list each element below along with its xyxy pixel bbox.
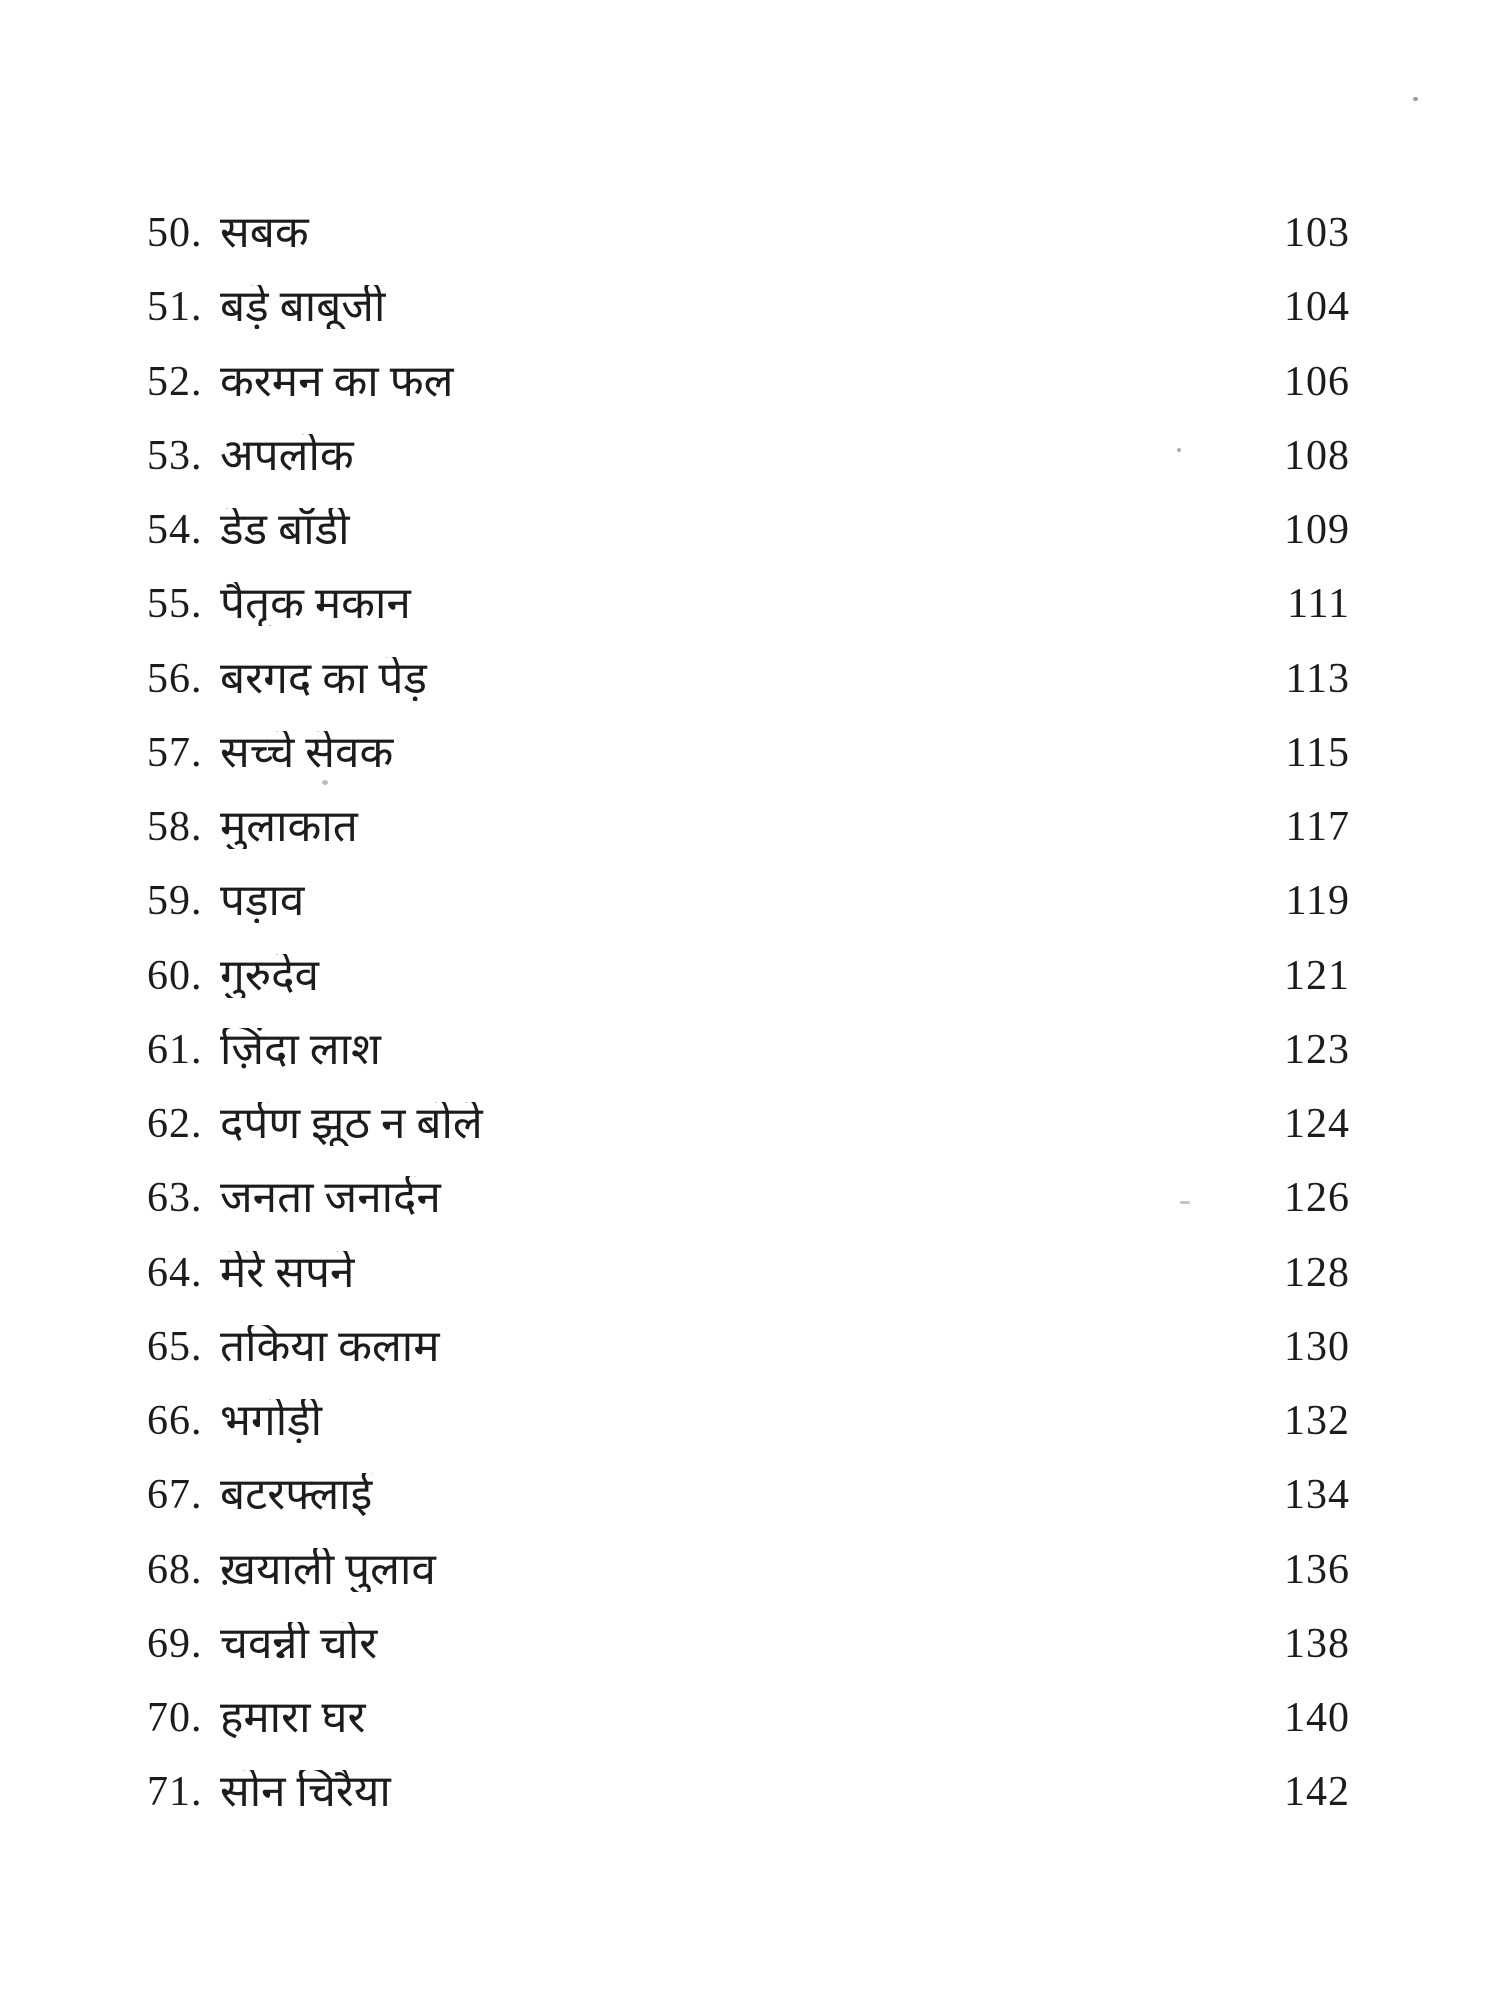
entry-number: 66. xyxy=(147,1398,203,1445)
entry-page-number: 119 xyxy=(1285,878,1350,925)
entry-page-number: 113 xyxy=(1285,655,1350,702)
toc-entry-row: 50. सबक 103 xyxy=(0,196,1500,270)
entry-page-number: 142 xyxy=(1284,1769,1350,1816)
entry-page-number: 132 xyxy=(1284,1398,1350,1445)
entry-title: भगोड़ी xyxy=(220,1399,323,1444)
toc-entry-row: 61. ज़िंदा लाश 123 xyxy=(0,1013,1500,1087)
toc-entry-row: 65. तकिया कलाम 130 xyxy=(0,1310,1500,1384)
toc-entry-row: 53. अपलोक 108 xyxy=(0,419,1500,493)
entry-page-number: 106 xyxy=(1284,358,1350,405)
entry-page-number: 126 xyxy=(1284,1175,1350,1222)
entry-number: 63. xyxy=(147,1175,203,1222)
entry-page-number: 134 xyxy=(1284,1472,1350,1519)
entry-title: बरगद का पेड़ xyxy=(220,656,427,701)
toc-entry-row: 68. ख़याली पुलाव 136 xyxy=(0,1533,1500,1607)
entry-title: बटरफ्लाई xyxy=(220,1473,373,1518)
toc-entry-row: 60. गुरुदेव 121 xyxy=(0,939,1500,1013)
entry-page-number: 136 xyxy=(1284,1546,1350,1593)
scan-artifact xyxy=(1180,1201,1190,1204)
scan-artifact xyxy=(1177,448,1181,452)
toc-entry-row: 59. पड़ाव 119 xyxy=(0,864,1500,938)
entry-page-number: 124 xyxy=(1284,1101,1350,1148)
entry-page-number: 138 xyxy=(1284,1620,1350,1667)
entry-title: सच्चे सेवक xyxy=(220,730,394,775)
entry-title: पड़ाव xyxy=(220,879,305,924)
entry-title: अपलोक xyxy=(220,433,354,478)
entry-page-number: 140 xyxy=(1284,1695,1350,1742)
toc-entry-row: 58. मुलाकात 117 xyxy=(0,790,1500,864)
entry-number: 57. xyxy=(147,729,203,776)
entry-number: 54. xyxy=(147,507,203,554)
toc-entry-row: 52. करमन का फल 106 xyxy=(0,345,1500,419)
scan-artifact xyxy=(1413,97,1418,101)
entry-title: तकिया कलाम xyxy=(220,1324,440,1369)
entry-title: पैतृक मकान xyxy=(220,582,411,627)
toc-entry-row: 63. जनता जनार्दन 126 xyxy=(0,1161,1500,1235)
entry-title: ख़याली पुलाव xyxy=(220,1547,436,1592)
entry-page-number: 104 xyxy=(1284,284,1350,331)
entry-number: 67. xyxy=(147,1472,203,1519)
entry-page-number: 121 xyxy=(1284,952,1350,999)
entry-title: करमन का फल xyxy=(220,359,454,404)
toc-entry-row: 51. बड़े बाबूजी 104 xyxy=(0,270,1500,344)
toc-entry-row: 70. हमारा घर 140 xyxy=(0,1681,1500,1755)
entry-page-number: 115 xyxy=(1285,729,1350,776)
entry-title: गुरुदेव xyxy=(220,953,319,998)
entry-number: 71. xyxy=(147,1769,203,1816)
entry-page-number: 128 xyxy=(1284,1249,1350,1296)
table-of-contents: 50. सबक 103 51. बड़े बाबूजी 104 52. करमन… xyxy=(0,196,1500,1830)
entry-number: 68. xyxy=(147,1546,203,1593)
entry-title: ज़िंदा लाश xyxy=(220,1027,381,1072)
entry-title: हमारा घर xyxy=(220,1696,366,1741)
entry-number: 52. xyxy=(147,358,203,405)
entry-number: 53. xyxy=(147,432,203,479)
entry-page-number: 111 xyxy=(1287,581,1350,628)
toc-entry-row: 57. सच्चे सेवक 115 xyxy=(0,716,1500,790)
toc-entry-row: 67. बटरफ्लाई 134 xyxy=(0,1458,1500,1532)
entry-page-number: 117 xyxy=(1285,804,1350,851)
toc-entry-row: 62. दर्पण झूठ न बोले 124 xyxy=(0,1087,1500,1161)
toc-entry-row: 64. मेरे सपने 128 xyxy=(0,1236,1500,1310)
entry-number: 58. xyxy=(147,804,203,851)
entry-title: बड़े बाबूजी xyxy=(220,285,386,330)
entry-number: 51. xyxy=(147,284,203,331)
entry-page-number: 123 xyxy=(1284,1026,1350,1073)
entry-number: 70. xyxy=(147,1695,203,1742)
toc-entry-row: 71. सोन चिरैया 142 xyxy=(0,1755,1500,1829)
entry-number: 65. xyxy=(147,1323,203,1370)
entry-number: 59. xyxy=(147,878,203,925)
entry-title: मुलाकात xyxy=(220,805,358,850)
toc-entry-row: 69. चवन्नी चोर 138 xyxy=(0,1607,1500,1681)
toc-entry-row: 54. डेड बॉडी 109 xyxy=(0,493,1500,567)
entry-number: 64. xyxy=(147,1249,203,1296)
entry-title: दर्पण झूठ न बोले xyxy=(220,1102,483,1147)
entry-title: मेरे सपने xyxy=(220,1250,355,1295)
entry-title: डेड बॉडी xyxy=(220,508,350,553)
entry-page-number: 130 xyxy=(1284,1323,1350,1370)
entry-number: 55. xyxy=(147,581,203,628)
entry-number: 62. xyxy=(147,1101,203,1148)
entry-number: 50. xyxy=(147,210,203,257)
entry-number: 61. xyxy=(147,1026,203,1073)
toc-entry-row: 56. बरगद का पेड़ 113 xyxy=(0,642,1500,716)
entry-title: सबक xyxy=(220,211,309,256)
toc-entry-row: 66. भगोड़ी 132 xyxy=(0,1384,1500,1458)
entry-number: 56. xyxy=(147,655,203,702)
toc-entry-row: 55. पैतृक मकान 111 xyxy=(0,567,1500,641)
scan-artifact xyxy=(322,780,328,785)
entry-page-number: 103 xyxy=(1284,210,1350,257)
entry-page-number: 108 xyxy=(1284,432,1350,479)
entry-title: चवन्नी चोर xyxy=(220,1621,378,1666)
entry-number: 60. xyxy=(147,952,203,999)
entry-page-number: 109 xyxy=(1284,507,1350,554)
entry-title: सोन चिरैया xyxy=(220,1770,391,1815)
entry-number: 69. xyxy=(147,1620,203,1667)
entry-title: जनता जनार्दन xyxy=(220,1176,441,1221)
